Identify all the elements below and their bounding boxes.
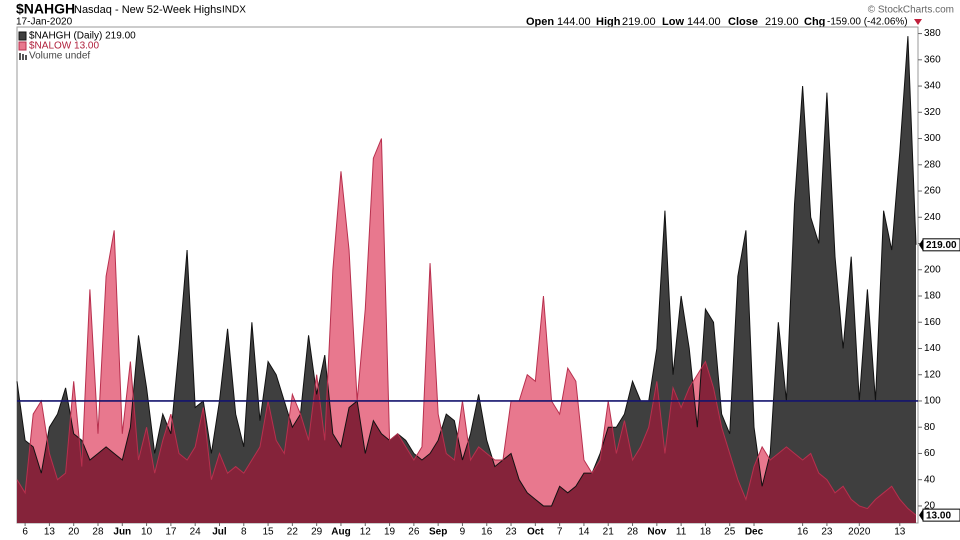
quote-line: Open 144.00 High 219.00 Low 144.00 Close… xyxy=(526,16,922,28)
x-tick-label: 25 xyxy=(724,527,736,538)
y-tick-label: 380 xyxy=(924,28,941,39)
x-tick-label: 13 xyxy=(44,527,56,538)
x-tick-label: 15 xyxy=(263,527,275,538)
x-tick-label: Sep xyxy=(429,527,447,538)
x-tick-label: 24 xyxy=(190,527,202,538)
x-tick-label: 6 xyxy=(22,527,28,538)
last-value-label: 219.00 xyxy=(926,240,957,251)
x-tick-label: 16 xyxy=(481,527,493,538)
y-tick-label: 340 xyxy=(924,81,941,92)
date: 17-Jan-2020 xyxy=(16,17,73,28)
y-tick-label: 140 xyxy=(924,343,941,354)
x-tick-label: Jul xyxy=(212,527,227,538)
y-tick-label: 60 xyxy=(924,448,936,459)
last-value-box xyxy=(922,238,960,252)
x-tick-label: 19 xyxy=(384,527,396,538)
plot xyxy=(16,36,917,524)
low-label: Low xyxy=(662,16,684,28)
legend-swatch xyxy=(18,31,27,41)
low-value: 144.00 xyxy=(687,16,721,28)
x-tick-label: 14 xyxy=(578,527,590,538)
symbol: $NAHGH xyxy=(16,1,75,17)
x-tick-label: 28 xyxy=(92,527,104,538)
high-label: High xyxy=(596,16,621,28)
y-tick-label: 160 xyxy=(924,317,941,328)
x-tick-label: Aug xyxy=(331,527,350,538)
legend-label: Volume undef xyxy=(29,51,90,62)
last-value-label: 13.00 xyxy=(926,510,951,521)
x-tick-label: 23 xyxy=(505,527,517,538)
instrument-name: Nasdaq - New 52-Week Highs xyxy=(74,4,222,16)
chg-label: Chg xyxy=(804,16,825,28)
y-tick-label: 180 xyxy=(924,291,941,302)
x-tick-label: Jun xyxy=(113,527,131,538)
y-tick-label: 240 xyxy=(924,212,941,223)
x-tick-label: 29 xyxy=(311,527,323,538)
watermark: © StockCharts.com xyxy=(868,5,954,16)
y-tick-label: 40 xyxy=(924,474,936,485)
y-tick-label: 100 xyxy=(924,396,941,407)
x-tick-label: 18 xyxy=(700,527,712,538)
y-tick-label: 360 xyxy=(924,54,941,65)
y-tick-label: 120 xyxy=(924,369,941,380)
open-value: 144.00 xyxy=(557,16,591,28)
legend-volume-icon xyxy=(19,53,21,60)
high-value: 219.00 xyxy=(622,16,656,28)
x-tick-label: 7 xyxy=(557,527,563,538)
legend: $NAHGH (Daily) 219.00$NALOW 13.00Volume … xyxy=(18,31,136,62)
x-tick-label: 11 xyxy=(676,527,687,538)
chg-value: -159.00 (-42.06%) xyxy=(827,17,908,28)
legend-volume-icon xyxy=(22,54,24,60)
y-tick-label: 320 xyxy=(924,107,941,118)
x-tick-label: 13 xyxy=(894,527,906,538)
last-value-pointer xyxy=(919,238,923,251)
x-tick-label: 21 xyxy=(603,527,615,538)
x-tick-label: Oct xyxy=(527,527,544,538)
x-tick-label: 28 xyxy=(627,527,639,538)
y-tick-label: 200 xyxy=(924,264,941,275)
y-tick-label: 300 xyxy=(924,133,941,144)
x-tick-label: Nov xyxy=(647,527,666,538)
y-tick-label: 80 xyxy=(924,422,936,433)
x-tick-label: 22 xyxy=(287,527,299,538)
last-value-pointer xyxy=(919,509,923,522)
legend-swatch xyxy=(18,41,27,51)
down-arrow xyxy=(914,19,922,25)
last-value-box xyxy=(922,508,960,522)
y-tick-label: 20 xyxy=(924,501,936,512)
close-value: 219.00 xyxy=(765,16,799,28)
open-label: Open xyxy=(526,16,554,28)
x-tick-label: 9 xyxy=(460,527,466,538)
x-tick-label: 16 xyxy=(797,527,809,538)
x-tick-label: 8 xyxy=(241,527,247,538)
area-overlap xyxy=(17,138,916,523)
x-tick-label: Dec xyxy=(745,527,764,538)
x-tick-label: 10 xyxy=(141,527,153,538)
x-tick-label: 12 xyxy=(360,527,372,538)
area-line xyxy=(16,138,917,516)
y-tick-label: 280 xyxy=(924,159,941,170)
exchange: INDX xyxy=(222,5,246,16)
x-tick-label: 26 xyxy=(408,527,420,538)
x-tick-label: 23 xyxy=(821,527,833,538)
legend-label: $NAHGH (Daily) 219.00 xyxy=(29,31,136,42)
legend-volume-icon xyxy=(25,55,27,60)
x-tick-label: 17 xyxy=(165,527,177,538)
y-tick-label: 260 xyxy=(924,186,941,197)
x-tick-label: 20 xyxy=(68,527,80,538)
close-label: Close xyxy=(728,16,758,28)
legend-label: $NALOW 13.00 xyxy=(29,41,99,52)
x-tick-label: 2020 xyxy=(848,527,871,538)
area-line xyxy=(16,36,917,507)
